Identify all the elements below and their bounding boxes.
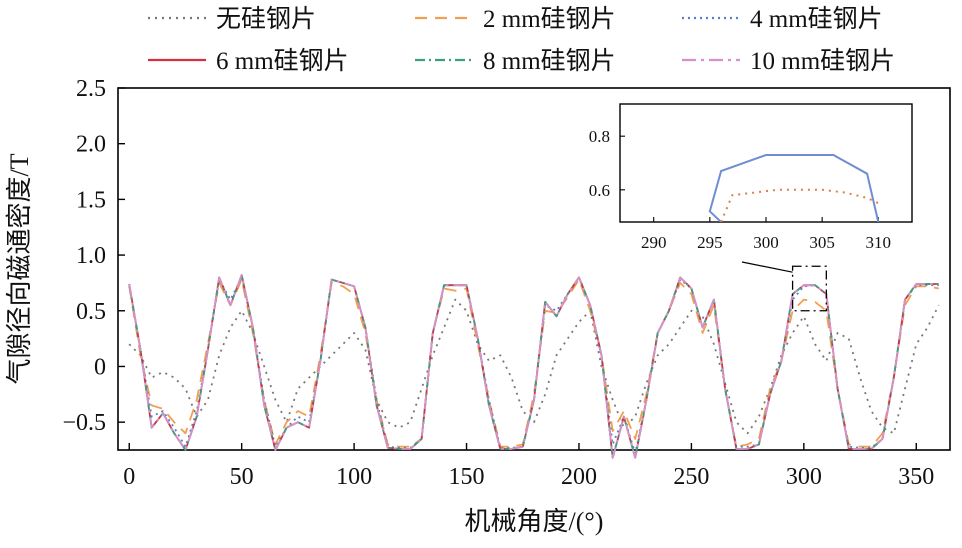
inset-x-tick-label: 305 xyxy=(809,233,835,252)
legend-item-5: 10 mm硅钢片 xyxy=(682,47,895,75)
x-tick-label: 50 xyxy=(230,464,254,490)
y-tick-label: 2.5 xyxy=(76,76,106,102)
series-line-0 xyxy=(128,298,940,435)
inset-y-tick-label: 0.6 xyxy=(589,181,610,200)
legend-label: 8 mm硅钢片 xyxy=(483,47,616,75)
inset-y-tick-label: 0.8 xyxy=(589,127,610,146)
inset-x-tick-label: 295 xyxy=(697,233,723,252)
legend-label: 6 mm硅钢片 xyxy=(216,47,349,75)
plot-frame xyxy=(117,87,951,451)
inset-frame xyxy=(619,103,913,223)
y-tick-label: −0.5 xyxy=(62,410,106,436)
legend-item-2: 4 mm硅钢片 xyxy=(682,5,883,33)
x-axis-title: 机械角度/(°) xyxy=(465,507,604,536)
y-tick-label: 0.5 xyxy=(76,299,106,325)
x-tick-label: 250 xyxy=(673,464,709,490)
legend-label: 10 mm硅钢片 xyxy=(750,47,895,75)
x-tick-label: 100 xyxy=(336,464,372,490)
y-tick-label: 2.0 xyxy=(76,132,106,158)
y-tick-label: 0 xyxy=(94,354,106,380)
inset-x-tick-label: 310 xyxy=(866,233,892,252)
inset-connector xyxy=(741,261,793,273)
legend-item-4: 8 mm硅钢片 xyxy=(415,47,616,75)
y-tick-label: 1.5 xyxy=(76,187,106,213)
series-line-1 xyxy=(128,278,939,448)
x-tick-label: 0 xyxy=(123,464,135,490)
x-tick-label: 350 xyxy=(898,464,934,490)
legend-item-3: 6 mm硅钢片 xyxy=(148,47,349,75)
inset-series-line-1 xyxy=(720,188,879,222)
legend: 无硅钢片 2 mm硅钢片 4 mm硅钢片 6 mm硅钢片 8 mm硅钢片 10 mm硅钢片 xyxy=(148,5,895,75)
legend-label: 4 mm硅钢片 xyxy=(750,5,883,33)
inset-series-line-0 xyxy=(708,154,880,222)
inset-plot: 290 295 300 305 310 0.6 0.8 xyxy=(589,103,913,273)
series-line-3 xyxy=(128,274,939,459)
legend-label: 无硅钢片 xyxy=(216,5,316,33)
legend-label: 2 mm硅钢片 xyxy=(483,5,616,33)
inset-x-tick-label: 290 xyxy=(641,233,667,252)
inset-series-group xyxy=(708,154,880,222)
zoom-region-box xyxy=(791,265,827,312)
legend-item-1: 2 mm硅钢片 xyxy=(415,5,616,33)
series-line-4 xyxy=(128,274,939,459)
y-tick-label: 1.0 xyxy=(76,243,106,269)
x-tick-label: 200 xyxy=(561,464,597,490)
y-axis-title: 气隙径向磁通密度/T xyxy=(5,153,34,384)
series-line-5 xyxy=(128,274,939,459)
legend-item-0: 无硅钢片 xyxy=(148,5,316,33)
x-tick-label: 150 xyxy=(449,464,485,490)
main-plot: 0 50 100 150 200 250 300 350 −0.5 0 0.5 1.0 1.5 2.0 2.… xyxy=(62,76,951,490)
x-tick-label: 300 xyxy=(786,464,822,490)
inset-x-tick-label: 300 xyxy=(753,233,779,252)
